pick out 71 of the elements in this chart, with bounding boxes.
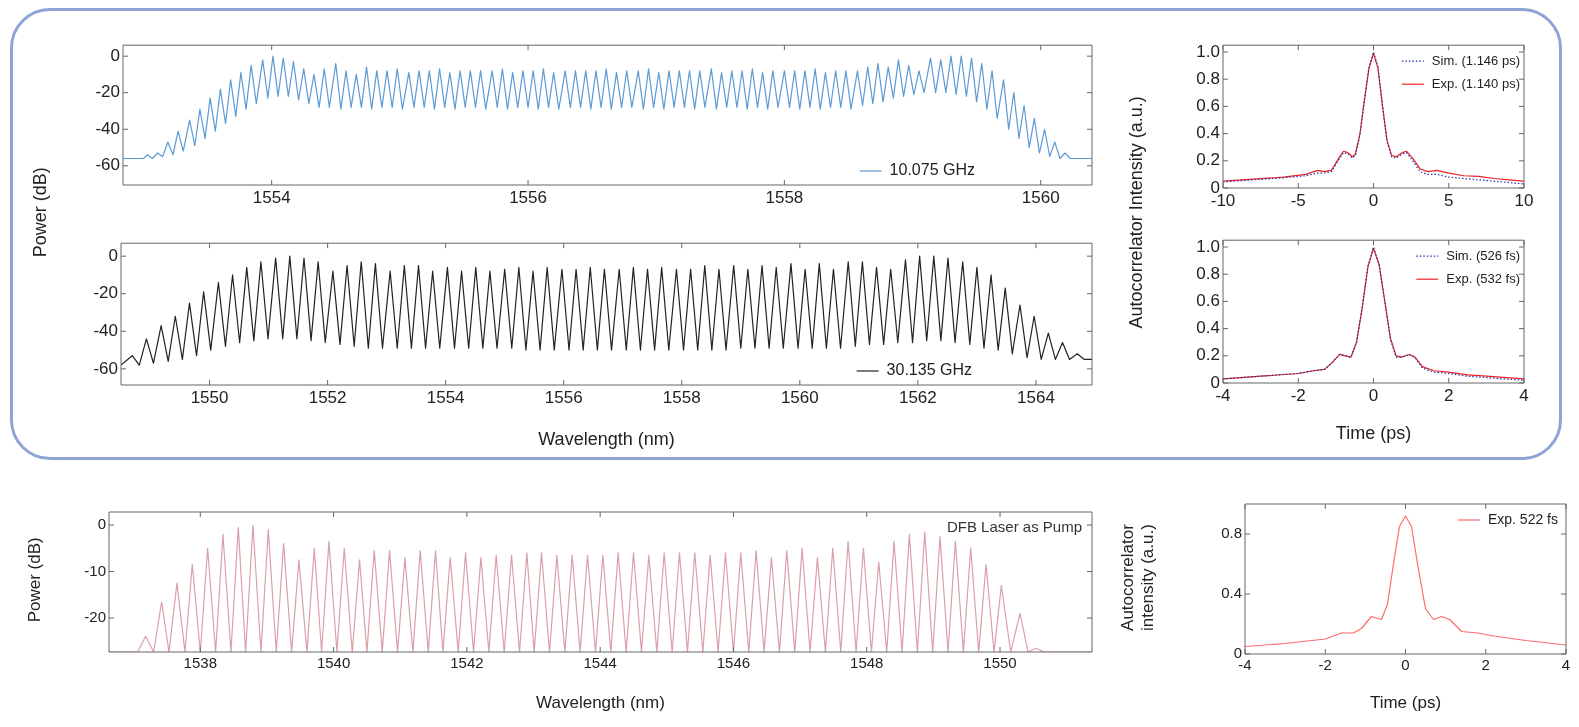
y-tick-label: -40 — [95, 118, 120, 138]
y-tick-label: -60 — [95, 155, 120, 175]
y-tick-label: 1.0 — [1196, 236, 1220, 256]
x-tick-label: 0 — [1368, 385, 1379, 405]
y-tick-label: -60 — [93, 358, 118, 378]
y-tick-label: 0 — [97, 515, 106, 533]
legend-label: Exp. (532 fs) — [1446, 270, 1521, 286]
y-tick-label: 0 — [108, 245, 118, 265]
y-tick-label: -10 — [84, 561, 106, 579]
legend-label: 30.135 GHz — [886, 361, 973, 379]
x-tick-label: 1556 — [509, 187, 547, 207]
y-tick-label: 0.6 — [1196, 96, 1220, 116]
x-tick-label: 10 — [1514, 190, 1534, 210]
y-tick-label: -20 — [84, 608, 106, 626]
y-tick-label: -40 — [93, 320, 118, 340]
x-tick-label: 0 — [1368, 190, 1379, 210]
y-tick-label: -20 — [93, 283, 118, 303]
x-axis-title: Time (ps) — [1335, 422, 1412, 444]
y-axis-title: Power (dB) — [24, 536, 44, 624]
x-tick-label: 4 — [1519, 385, 1529, 405]
x-tick-label: 1550 — [190, 387, 229, 407]
legend-label: Exp. 522 fs — [1487, 510, 1559, 527]
y-axis-title: Power (dB) — [29, 166, 51, 260]
x-tick-label: 1540 — [316, 654, 351, 672]
y-tick-label: 0.2 — [1196, 345, 1220, 365]
x-tick-label: 1542 — [450, 654, 484, 672]
x-tick-label: -2 — [1318, 656, 1332, 674]
y-tick-label: 0 — [1210, 372, 1220, 392]
x-tick-label: 1564 — [1017, 387, 1055, 407]
x-tick-label: 0 — [1401, 656, 1410, 674]
x-tick-label: 1552 — [308, 387, 347, 407]
x-tick-label: 4 — [1561, 656, 1571, 674]
y-tick-label: 0.8 — [1196, 68, 1220, 88]
x-tick-label: 5 — [1444, 190, 1454, 210]
x-tick-label: 1558 — [765, 187, 804, 207]
x-tick-label: 1546 — [716, 654, 751, 672]
y-tick-label: 0.4 — [1196, 123, 1220, 143]
y-tick-label: 0.8 — [1196, 263, 1220, 283]
x-tick-label: 2 — [1481, 656, 1490, 674]
y-tick-label: 0.2 — [1196, 150, 1220, 170]
legend-label: Sim. (1.146 ps) — [1431, 52, 1520, 68]
x-tick-label: 2 — [1444, 385, 1454, 405]
y-tick-label: 0.8 — [1221, 524, 1242, 542]
x-axis-title: Wavelength (nm) — [538, 428, 675, 450]
legend-label: Sim. (526 fs) — [1446, 247, 1520, 263]
x-tick-label: 1550 — [983, 654, 1017, 672]
y-tick-label: 0 — [110, 45, 120, 65]
y-tick-label: 0.4 — [1196, 318, 1220, 338]
x-tick-label: 1556 — [544, 387, 583, 407]
x-tick-label: 1544 — [583, 654, 617, 672]
y-axis-title: Autocorrelator Intensity (a.u.) — [1125, 95, 1147, 331]
x-tick-label: -2 — [1290, 385, 1306, 405]
y-tick-label: 1.0 — [1196, 41, 1220, 61]
x-tick-label: 1558 — [662, 387, 701, 407]
x-tick-label: 1554 — [252, 187, 291, 207]
annotation: DFB Laser as Pump — [946, 518, 1083, 536]
x-tick-label: 1560 — [780, 387, 819, 407]
x-tick-label: -5 — [1290, 190, 1306, 210]
x-axis-title: Time (ps) — [1369, 693, 1442, 713]
x-tick-label: 1560 — [1021, 187, 1060, 207]
x-tick-label: 1554 — [426, 387, 465, 407]
legend-label: Exp. (1.140 ps) — [1431, 75, 1520, 91]
y-axis-title: Autocorrelator intensity (a.u.) — [1118, 523, 1158, 633]
legend-label: 10.075 GHz — [889, 161, 976, 179]
y-tick-label: 0.6 — [1196, 291, 1220, 311]
x-tick-label: 1548 — [850, 654, 884, 672]
y-tick-label: -20 — [95, 82, 120, 102]
x-tick-label: 1538 — [183, 654, 217, 672]
y-tick-label: 0.4 — [1221, 584, 1242, 602]
x-tick-label: 1562 — [898, 387, 937, 407]
x-axis-title: Wavelength (nm) — [536, 693, 665, 713]
